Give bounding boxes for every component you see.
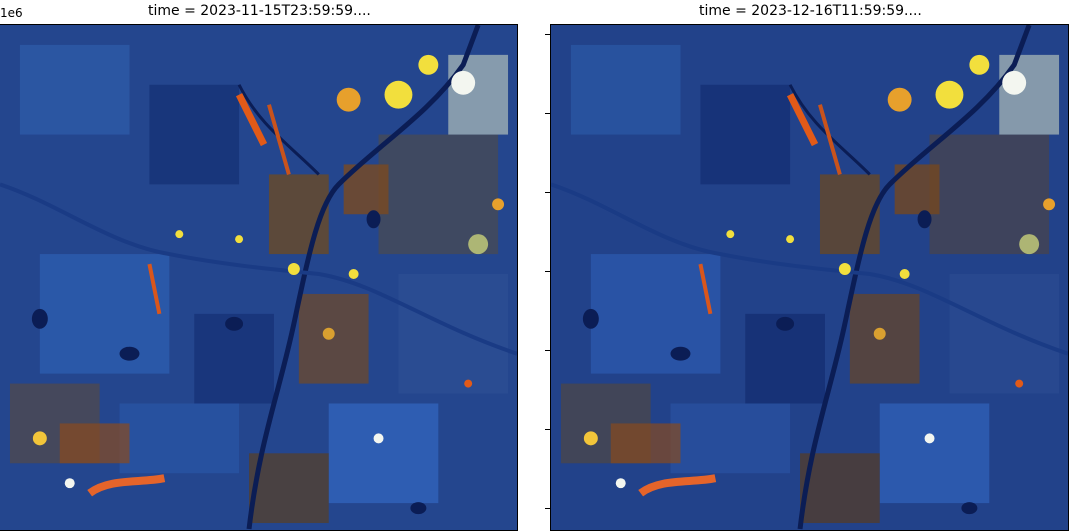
panel-1-title: time = 2023-11-15T23:59:59.... [148,2,371,20]
panel-2-title: time = 2023-12-16T11:59:59.... [699,2,922,20]
y-tick [545,350,550,351]
y-tick [545,271,550,272]
y-tick [545,34,550,35]
axis-scale-label: 1e6 [0,6,23,20]
satellite-image-2 [551,25,1068,530]
y-tick [545,508,550,509]
y-tick [545,113,550,114]
satellite-image-panel-2 [550,24,1069,531]
y-tick [545,192,550,193]
satellite-image-1 [0,25,517,530]
y-tick [545,429,550,430]
satellite-image-panel-1 [0,24,518,531]
